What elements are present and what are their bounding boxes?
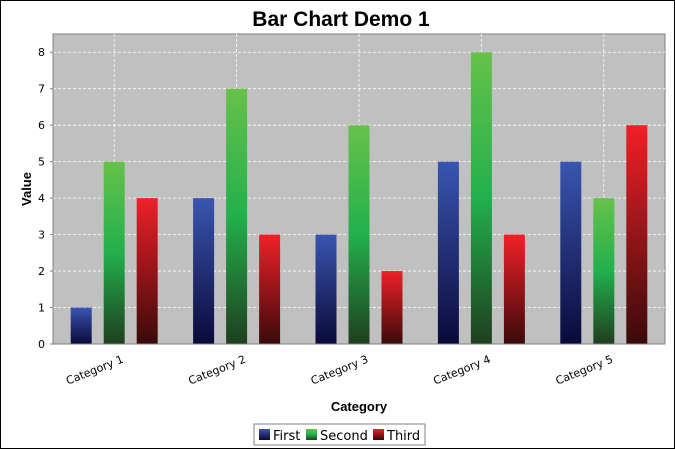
bar-second-1 — [103, 161, 125, 344]
x-tick-label: Category 4 — [431, 353, 492, 388]
x-tick-label: Category 1 — [64, 353, 125, 388]
bar-first-5 — [560, 161, 582, 344]
x-tick-label: Category 3 — [309, 353, 370, 388]
y-tick-label: 3 — [38, 229, 45, 242]
bar-second-5 — [593, 198, 615, 344]
y-tick-label: 1 — [38, 302, 45, 315]
x-tick-label: Category 2 — [187, 353, 248, 388]
y-tick-label: 2 — [38, 265, 45, 278]
legend-swatch-third — [373, 429, 384, 440]
bar-second-4 — [470, 52, 492, 345]
y-tick-label: 7 — [38, 83, 45, 96]
bar-third-3 — [381, 271, 403, 344]
bar-second-2 — [226, 88, 248, 345]
bar-third-4 — [503, 234, 525, 344]
chart-title: Bar Chart Demo 1 — [252, 8, 430, 31]
y-tick-label: 0 — [38, 338, 45, 351]
legend-swatch-second — [306, 429, 317, 440]
bar-first-4 — [437, 161, 459, 344]
y-tick-label: 6 — [38, 119, 45, 132]
legend-label-first: First — [273, 429, 300, 444]
bar-second-3 — [348, 125, 370, 344]
bar-third-1 — [136, 198, 158, 344]
y-tick-label: 5 — [38, 156, 45, 169]
legend-swatch-first — [259, 429, 270, 440]
x-tick-label: Category 5 — [554, 353, 615, 388]
bars — [70, 52, 648, 345]
legend-label-third: Third — [386, 429, 420, 444]
legend: First Second Third — [253, 423, 426, 446]
bar-first-3 — [315, 234, 337, 344]
bar-first-1 — [70, 307, 92, 344]
y-tick-label: 4 — [38, 192, 45, 205]
bar-third-5 — [626, 125, 648, 344]
y-tick-label: 8 — [38, 46, 45, 59]
bar-first-2 — [193, 198, 215, 344]
bar-third-2 — [259, 234, 281, 344]
x-axis-label: Category — [331, 399, 388, 414]
legend-label-second: Second — [320, 429, 368, 444]
y-axis-label: Value — [19, 172, 34, 206]
